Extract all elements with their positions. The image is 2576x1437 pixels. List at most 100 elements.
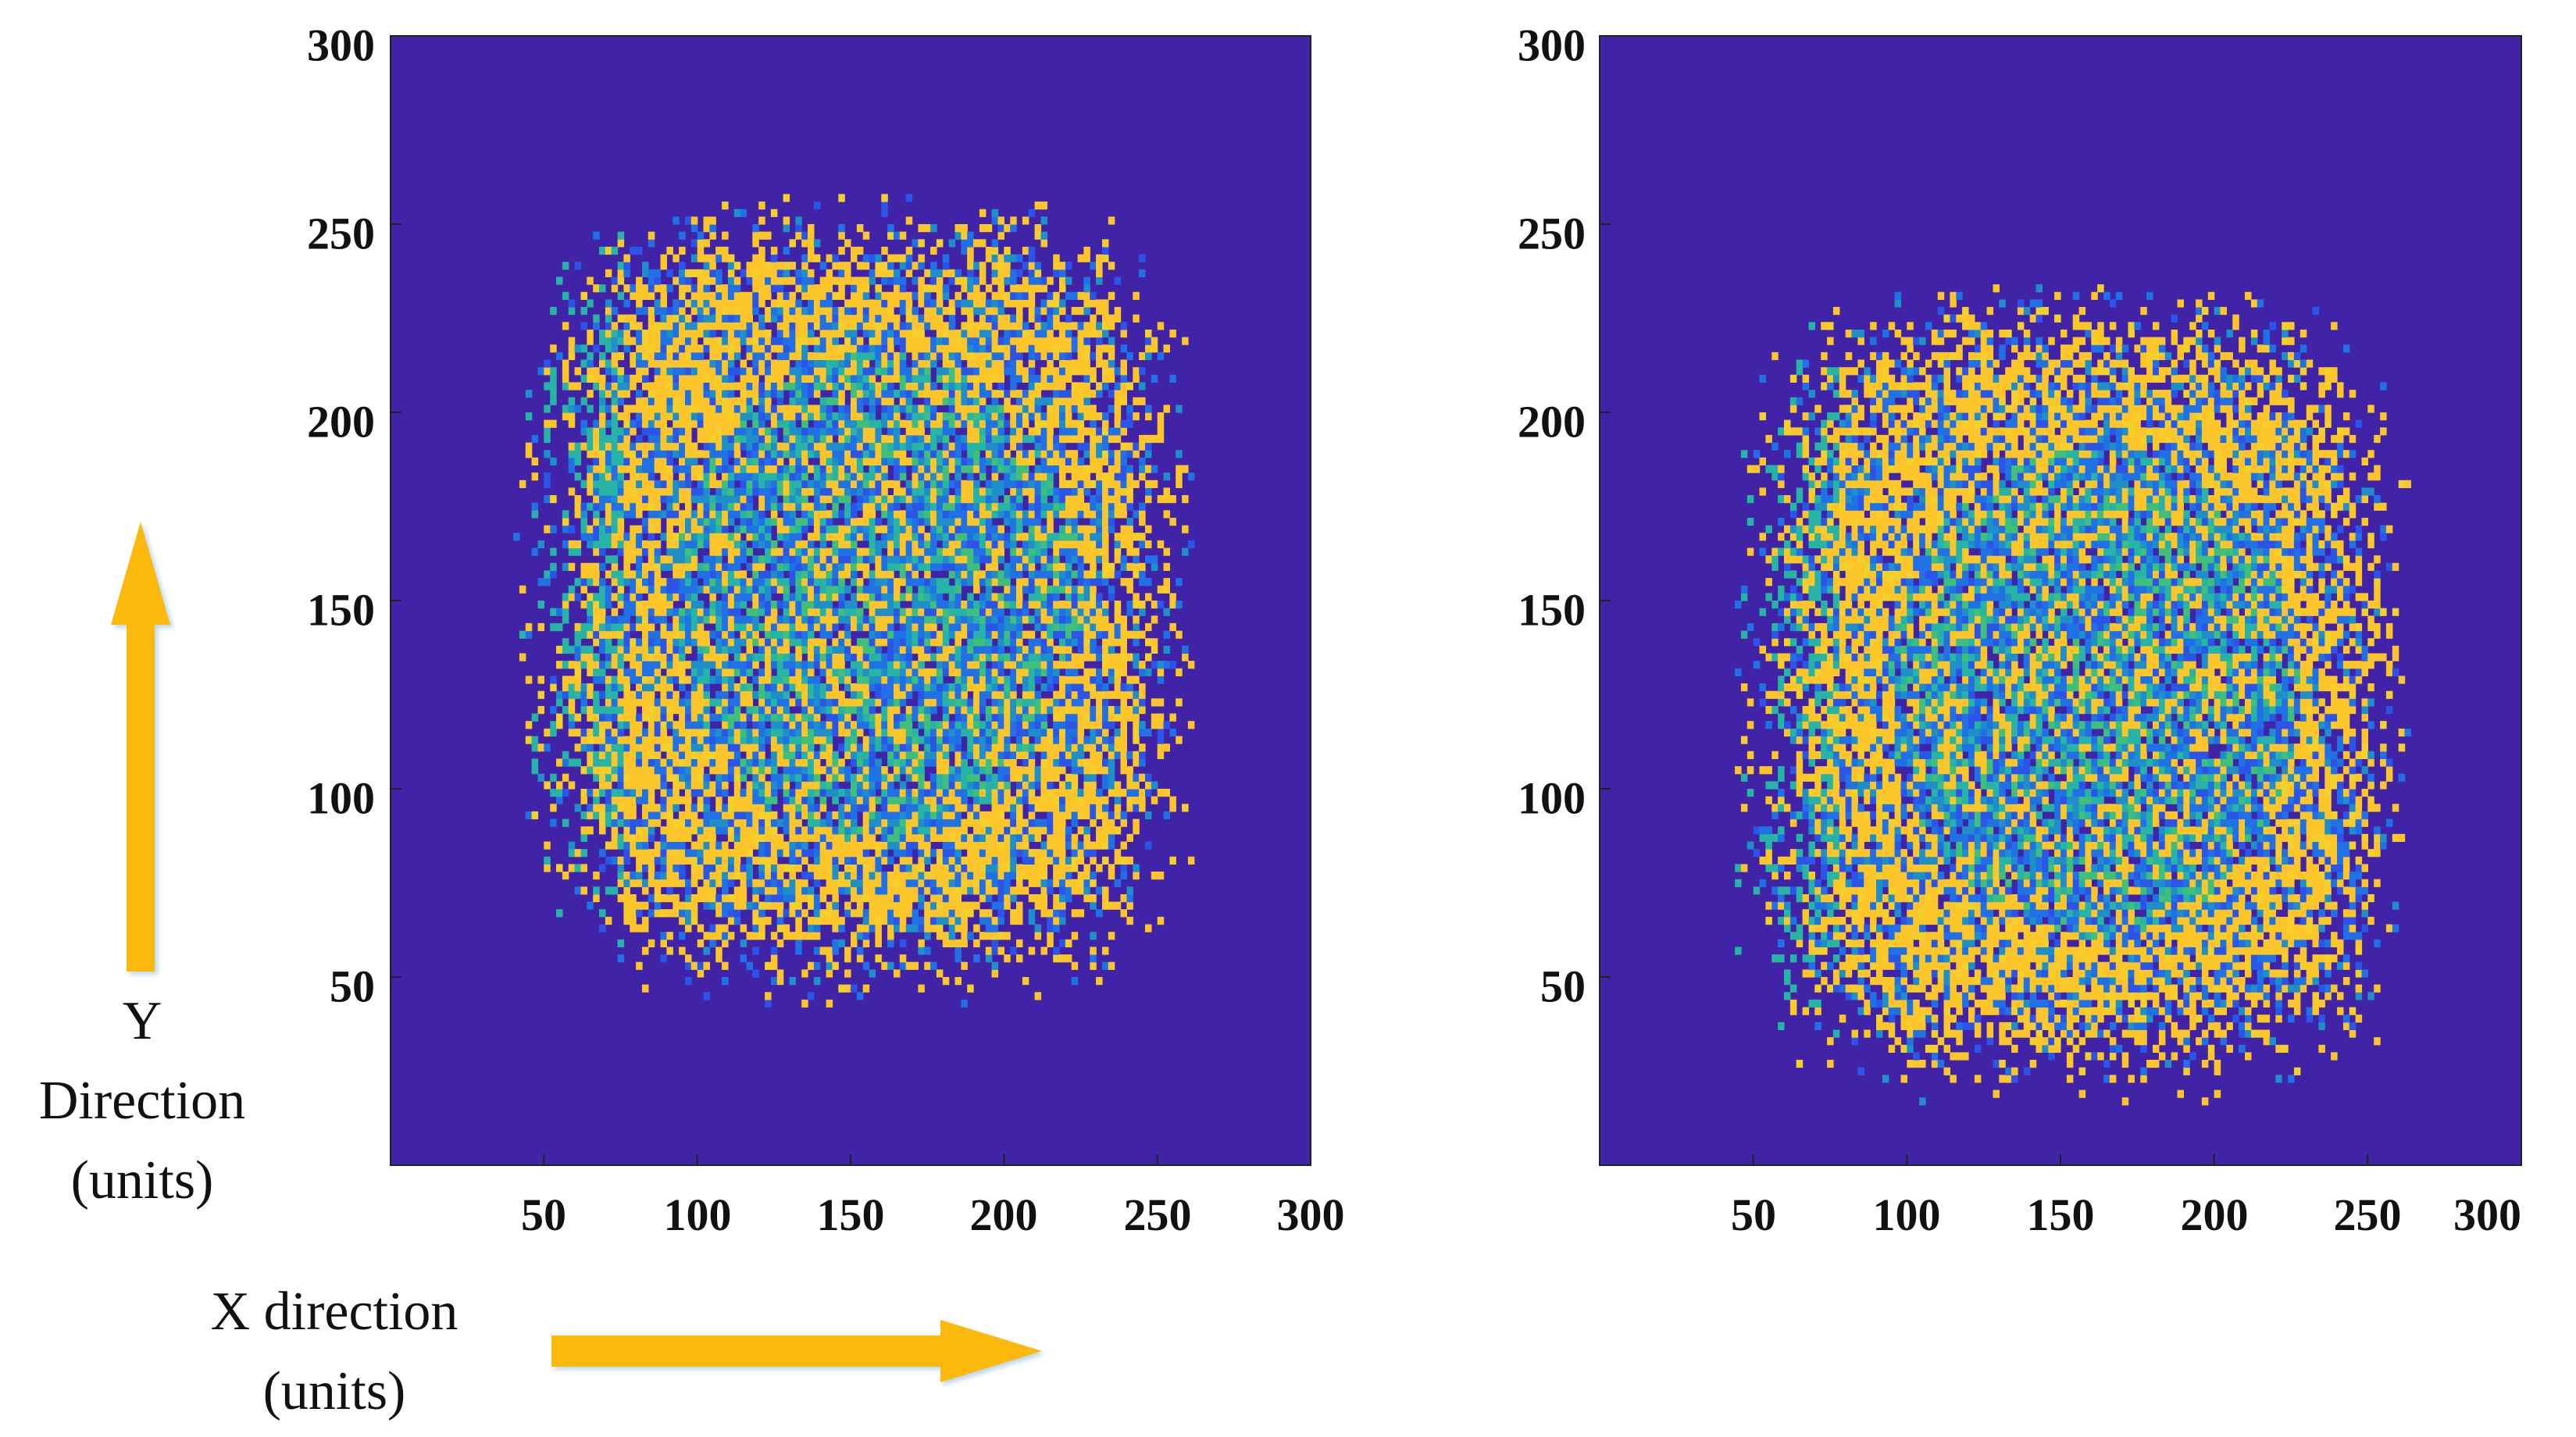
heatmap-cell: [727, 412, 735, 421]
heatmap-cell: [869, 743, 876, 752]
heatmap-cell: [875, 901, 882, 910]
heatmap-cell: [599, 811, 606, 820]
heatmap-cell: [666, 314, 673, 323]
heatmap-cell: [685, 789, 692, 797]
heatmap-cell: [611, 856, 619, 865]
heatmap-cell: [593, 894, 600, 903]
heatmap-cell: [740, 841, 747, 850]
heatmap-cell: [826, 337, 833, 345]
heatmap-cell: [623, 322, 630, 330]
heatmap-cell: [746, 299, 753, 308]
heatmap-cell: [838, 766, 845, 775]
heatmap-cell: [623, 450, 630, 458]
heatmap-cell: [697, 758, 705, 767]
heatmap-cell: [936, 269, 944, 277]
heatmap-cell: [679, 540, 686, 549]
heatmap-cell: [550, 367, 557, 376]
heatmap-cell: [587, 661, 594, 669]
heatmap-cell: [795, 216, 802, 225]
heatmap-cell: [636, 533, 643, 541]
heatmap-cell: [593, 638, 600, 647]
heatmap-cell: [733, 450, 741, 458]
heatmap-cell: [733, 540, 741, 549]
heatmap-cell: [740, 502, 747, 511]
heatmap-cell: [648, 457, 655, 465]
heatmap-cell: [587, 299, 594, 308]
heatmap-cell: [758, 751, 765, 759]
heatmap-cell: [715, 698, 722, 707]
heatmap-cell: [801, 337, 808, 345]
heatmap-cell: [924, 872, 931, 880]
heatmap-cell: [679, 307, 686, 316]
heatmap-cell: [617, 367, 625, 376]
heatmap-cell: [844, 811, 851, 820]
heatmap-cell: [765, 593, 772, 601]
heatmap-cell: [776, 518, 784, 526]
heatmap-cell: [813, 307, 821, 316]
heatmap-cell: [587, 713, 594, 722]
heatmap-cell: [844, 510, 851, 519]
heatmap-cell: [776, 698, 784, 707]
heatmap-cell: [752, 337, 759, 345]
heatmap-cell: [776, 833, 784, 842]
heatmap-cell: [550, 622, 557, 632]
heatmap-cell: [709, 608, 716, 616]
heatmap-cell: [832, 562, 839, 571]
heatmap-cell: [813, 690, 821, 699]
heatmap-cell: [783, 299, 790, 308]
heatmap-cell: [930, 706, 937, 715]
heatmap-cell: [690, 307, 698, 316]
heatmap-cell: [832, 615, 839, 624]
heatmap-cell: [875, 773, 882, 782]
heatmap-cell: [851, 578, 858, 587]
heatmap-cell: [862, 502, 870, 511]
heatmap-cell: [899, 608, 907, 616]
heatmap-cell: [869, 351, 876, 361]
heatmap-cell: [862, 374, 870, 383]
heatmap-cell: [918, 518, 925, 526]
heatmap-cell: [587, 706, 594, 715]
heatmap-cell: [544, 864, 551, 872]
heatmap-cell: [733, 751, 741, 759]
heatmap-cell: [930, 811, 937, 820]
heatmap-cell: [813, 683, 821, 692]
heatmap-cell: [679, 721, 686, 729]
heatmap-cell: [918, 766, 925, 775]
heatmap-cell: [746, 804, 753, 812]
heatmap-cell: [727, 879, 735, 887]
heatmap-cell: [648, 231, 655, 240]
heatmap-cell: [697, 743, 705, 752]
heatmap-cell: [899, 894, 907, 903]
heatmap-cell: [685, 676, 692, 684]
heatmap-cell: [733, 690, 741, 699]
heatmap-cell: [789, 525, 796, 533]
heatmap-cell: [568, 487, 576, 496]
heatmap-cell: [537, 706, 544, 715]
heatmap-cell: [875, 622, 882, 632]
heatmap-cell: [875, 886, 882, 895]
heatmap-cell: [776, 849, 784, 858]
heatmap-cell: [765, 841, 772, 850]
heatmap-cell: [795, 773, 802, 782]
heatmap-cell: [899, 676, 907, 684]
heatmap-cell: [599, 472, 606, 481]
heatmap-cell: [801, 856, 808, 865]
heatmap-cell: [899, 743, 907, 752]
heatmap-cell: [758, 773, 765, 782]
heatmap-cell: [918, 510, 925, 519]
heatmap-cell: [568, 405, 576, 413]
heatmap-cell: [611, 374, 619, 383]
heatmap-cell: [673, 547, 680, 556]
heatmap-cell: [758, 909, 765, 918]
heatmap-cell: [783, 909, 790, 918]
heatmap-cell: [936, 872, 944, 880]
heatmap-cell: [770, 578, 778, 587]
heatmap-cell: [690, 766, 698, 775]
heatmap-cell: [924, 841, 931, 850]
heatmap-cell: [697, 562, 705, 571]
heatmap-cell: [795, 615, 802, 624]
heatmap-cell: [740, 397, 747, 405]
heatmap-cell: [844, 351, 851, 361]
heatmap-cell: [856, 901, 864, 910]
heatmap-cell: [856, 397, 864, 405]
